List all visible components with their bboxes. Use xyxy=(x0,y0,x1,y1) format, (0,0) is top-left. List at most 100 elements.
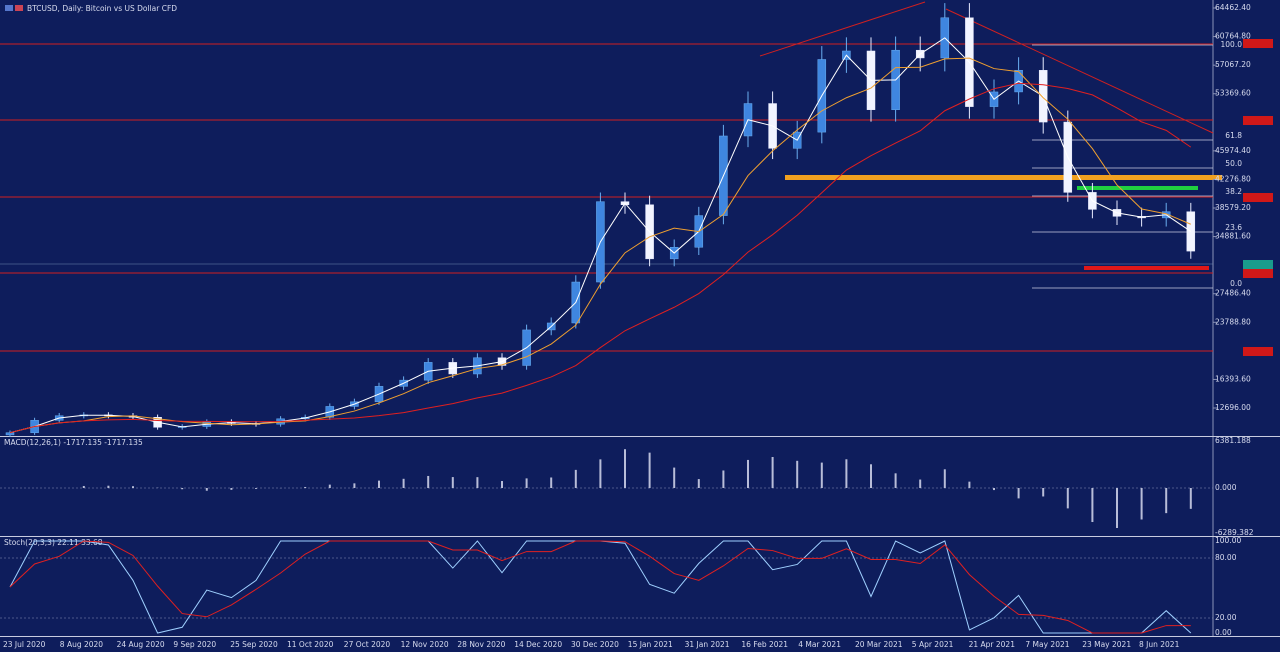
date-label: 21 Apr 2021 xyxy=(969,640,1016,649)
macd-bar xyxy=(1165,488,1168,514)
macd-bar xyxy=(919,479,922,488)
moving-average xyxy=(9,82,1192,434)
price-label: 53369.60 xyxy=(1215,89,1251,98)
chart-title: BTCUSD, Daily: Bitcoin vs US Dollar CFD xyxy=(27,4,177,13)
macd-bar xyxy=(304,486,307,488)
macd-bar xyxy=(82,485,85,488)
moving-average xyxy=(9,57,1191,434)
macd-bar xyxy=(1140,488,1143,520)
macd-bar xyxy=(673,467,676,488)
macd-bar xyxy=(1116,488,1118,528)
date-label: 23 Jul 2020 xyxy=(3,640,46,649)
macd-bar xyxy=(599,459,602,488)
stoch-axis: 80.00 xyxy=(1215,553,1237,562)
macd-bar xyxy=(107,485,110,488)
date-label: 27 Oct 2020 xyxy=(344,640,391,649)
macd-bar xyxy=(1066,488,1069,509)
macd-bar xyxy=(574,469,577,488)
fib-label: 23.6 xyxy=(1225,223,1242,232)
fib-label: 50.0 xyxy=(1225,159,1242,168)
macd-bar xyxy=(722,470,725,488)
price-label: 34881.60 xyxy=(1215,232,1251,241)
macd-axis: 0.000 xyxy=(1215,483,1237,492)
date-label: 14 Dec 2020 xyxy=(514,640,562,649)
price-label: 16393.60 xyxy=(1215,374,1251,383)
price-label: 60764.80 xyxy=(1215,32,1251,41)
macd-bar xyxy=(771,457,774,488)
macd-bar xyxy=(1091,488,1094,523)
date-label: 9 Sep 2020 xyxy=(173,640,216,649)
macd-bar xyxy=(451,477,454,488)
price-label: 42276.80 xyxy=(1215,174,1251,183)
date-label: 12 Nov 2020 xyxy=(401,640,449,649)
date-label: 15 Jan 2021 xyxy=(628,640,673,649)
macd-bar xyxy=(501,481,503,488)
fib-label: 0.0 xyxy=(1230,279,1242,288)
date-label: 8 Aug 2020 xyxy=(60,640,103,649)
price-label: 23788.80 xyxy=(1215,317,1251,326)
macd-bar xyxy=(820,462,823,488)
macd-bar xyxy=(328,484,331,488)
macd-bar xyxy=(378,480,380,488)
zone-red xyxy=(1084,266,1209,270)
stoch-axis: 20.00 xyxy=(1215,613,1237,622)
date-label: 24 Aug 2020 xyxy=(117,640,165,649)
icon xyxy=(15,5,23,11)
macd-bar xyxy=(993,488,995,491)
price-label: 57067.20 xyxy=(1215,60,1251,69)
price-label: 64462.40 xyxy=(1215,3,1251,12)
zone-orange xyxy=(785,175,1222,180)
candle xyxy=(5,432,15,436)
macd-bar xyxy=(624,449,626,488)
price-label: 38579.20 xyxy=(1215,203,1251,212)
macd-bar xyxy=(476,477,479,488)
macd-bar xyxy=(1189,488,1192,509)
fib-label: 100.0 xyxy=(1221,40,1243,49)
stoch-axis: 0.00 xyxy=(1215,628,1232,637)
price-label: 27486.40 xyxy=(1215,289,1251,298)
date-label: 16 Feb 2021 xyxy=(741,640,788,649)
macd-label: MACD(12,26,1) -1717.135 -1717.135 xyxy=(4,438,143,447)
macd-bar xyxy=(132,486,134,488)
macd-bar xyxy=(968,481,971,488)
macd-bar xyxy=(525,478,528,488)
macd-bar xyxy=(845,459,848,488)
macd-bar xyxy=(402,478,405,488)
date-label: 5 Apr 2021 xyxy=(912,640,954,649)
stoch-label: Stoch(20,3,3) 22.11 33.68 xyxy=(4,538,103,547)
fib-lines xyxy=(1032,44,1213,289)
stoch-axis: 100.00 xyxy=(1215,536,1241,545)
macd-bar xyxy=(870,464,872,488)
date-label: 4 Mar 2021 xyxy=(798,640,841,649)
date-label: 28 Nov 2020 xyxy=(457,640,505,649)
date-label: 11 Oct 2020 xyxy=(287,640,334,649)
price-label: 45974.40 xyxy=(1215,146,1251,155)
macd-bar xyxy=(205,488,208,491)
date-label: 8 Jun 2021 xyxy=(1139,640,1180,649)
levels xyxy=(0,1,1214,352)
fib-label: 38.2 xyxy=(1225,187,1242,196)
macd-bar xyxy=(550,477,553,488)
date-label: 23 May 2021 xyxy=(1082,640,1131,649)
macd-axis: 6381.188 xyxy=(1215,436,1251,445)
macd-bar xyxy=(181,488,184,490)
zone-green xyxy=(1077,186,1198,190)
macd-bar xyxy=(427,475,430,488)
icon xyxy=(5,5,13,11)
macd-bar xyxy=(747,459,749,488)
macd-bar xyxy=(1042,488,1045,497)
price-label: 12696.00 xyxy=(1215,403,1251,412)
fib-label: 61.8 xyxy=(1225,131,1242,140)
level-tags xyxy=(1243,39,1273,356)
date-label: 20 Mar 2021 xyxy=(855,640,903,649)
macd-bar xyxy=(230,488,233,490)
date-label: 30 Dec 2020 xyxy=(571,640,619,649)
macd-axis: -6289.382 xyxy=(1215,528,1254,537)
date-label: 25 Sep 2020 xyxy=(230,640,278,649)
moving-average xyxy=(9,37,1192,434)
macd-bar xyxy=(648,452,651,488)
macd-bar xyxy=(943,469,946,488)
macd-bar xyxy=(255,488,257,489)
